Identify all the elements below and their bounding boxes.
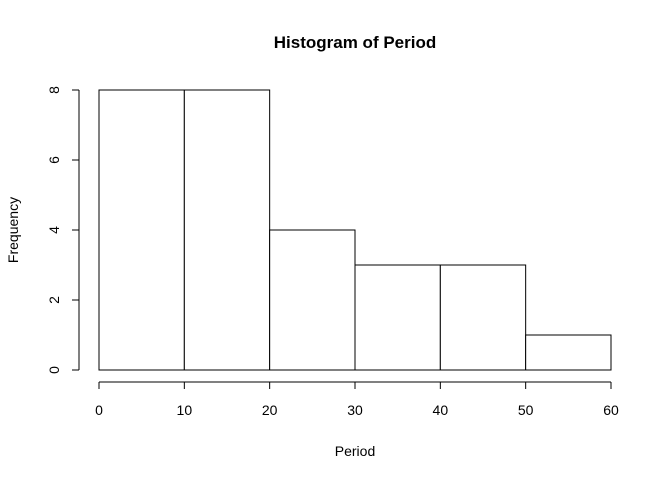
chart-title: Histogram of Period (274, 33, 436, 52)
y-tick-label: 2 (46, 296, 62, 304)
x-tick-label: 50 (518, 402, 534, 418)
x-tick-label: 40 (433, 402, 449, 418)
x-tick-label: 20 (262, 402, 278, 418)
x-axis-label: Period (335, 443, 375, 459)
y-tick-label: 8 (46, 86, 62, 94)
y-tick-label: 0 (46, 366, 62, 374)
y-tick-label: 4 (46, 226, 62, 234)
x-tick-label: 0 (95, 402, 103, 418)
x-tick-label: 30 (347, 402, 363, 418)
x-axis: 0 10 20 30 40 50 60 (95, 381, 619, 418)
y-tick-label: 6 (46, 156, 62, 164)
y-axis: 0 2 4 6 8 (46, 86, 80, 374)
histogram-bar-40-50 (439, 264, 527, 371)
histogram-bar-50-60 (525, 334, 612, 371)
y-axis-label: Frequency (5, 197, 21, 263)
histogram-bar-30-40 (354, 264, 441, 371)
histogram-bar-0-10 (98, 89, 185, 371)
x-tick-label: 60 (603, 402, 619, 418)
histogram-bar-20-30 (269, 229, 356, 371)
x-tick-label: 10 (177, 402, 193, 418)
histogram-bar-10-20 (183, 89, 271, 371)
bars-group (98, 89, 612, 371)
